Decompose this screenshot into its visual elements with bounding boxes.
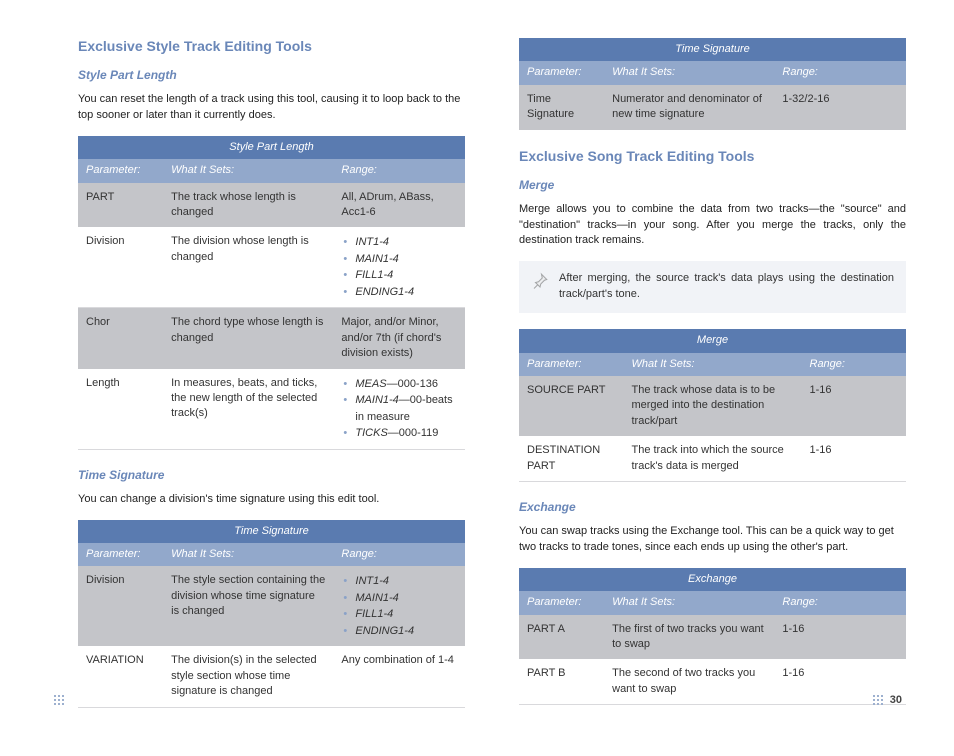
subheading-style-part-length: Style Part Length	[78, 68, 465, 82]
cell: The style section containing the divisio…	[163, 566, 333, 646]
table-time-signature: Time Signature Parameter: What It Sets: …	[78, 520, 465, 708]
cell: DESTINATION PART	[519, 436, 623, 481]
note-text: After merging, the source track's data p…	[559, 271, 894, 303]
cell: 1-16	[774, 615, 906, 660]
cell: 1-16	[802, 436, 907, 481]
bullet-list: MEAS—000-136 MAIN1-4—00-beats in measure…	[341, 376, 457, 442]
cell: Division	[78, 227, 163, 308]
paragraph: You can reset the length of a track usin…	[78, 92, 465, 124]
cell: Division	[78, 566, 163, 646]
col-header: Range:	[774, 591, 906, 614]
col-header: What It Sets:	[163, 159, 333, 182]
page-footer: 30	[0, 694, 954, 706]
table-row: Division The style section containing th…	[78, 566, 465, 646]
table-row: DESTINATION PART The track into which th…	[519, 436, 906, 481]
list-item: FILL1-4	[341, 606, 457, 623]
cell: 1-16	[802, 376, 907, 436]
list-item: ENDING1-4	[341, 284, 457, 301]
col-header: Parameter:	[519, 353, 623, 376]
cell: All, ADrum, ABass, Acc1-6	[333, 183, 465, 228]
table-row: PART A The first of two tracks you want …	[519, 615, 906, 660]
table-title: Time Signature	[519, 38, 906, 61]
right-column: Time Signature Parameter: What It Sets: …	[519, 38, 906, 726]
table-row: Division The division whose length is ch…	[78, 227, 465, 308]
page-number-value: 30	[890, 694, 902, 706]
table-title: Merge	[519, 329, 906, 352]
table-row: Chor The chord type whose length is chan…	[78, 308, 465, 369]
col-header: Parameter:	[78, 543, 163, 566]
list-item: INT1-4	[341, 234, 457, 251]
paragraph: You can swap tracks using the Exchange t…	[519, 524, 906, 556]
subheading-merge: Merge	[519, 178, 906, 192]
cell: 1-32/2-16	[774, 85, 906, 130]
paragraph: You can change a division's time signatu…	[78, 492, 465, 508]
section-heading: Exclusive Style Track Editing Tools	[78, 38, 465, 54]
col-header: Parameter:	[519, 61, 604, 84]
list-item: MAIN1-4	[341, 590, 457, 607]
bullet-list: INT1-4 MAIN1-4 FILL1-4 ENDING1-4	[341, 234, 457, 300]
col-header: What It Sets:	[623, 353, 801, 376]
table-title: Exchange	[519, 568, 906, 591]
cell: INT1-4 MAIN1-4 FILL1-4 ENDING1-4	[333, 227, 465, 308]
col-header: Parameter:	[78, 159, 163, 182]
cell: Chor	[78, 308, 163, 369]
list-item: MAIN1-4	[341, 251, 457, 268]
cell: The chord type whose length is changed	[163, 308, 333, 369]
cell: The track whose data is to be merged int…	[623, 376, 801, 436]
list-item: INT1-4	[341, 573, 457, 590]
table-time-signature-cont: Time Signature Parameter: What It Sets: …	[519, 38, 906, 130]
col-header: Range:	[802, 353, 907, 376]
table-row: SOURCE PART The track whose data is to b…	[519, 376, 906, 436]
table-row: PART The track whose length is changed A…	[78, 183, 465, 228]
cell: Numerator and denominator of new time si…	[604, 85, 774, 130]
table-row: Length In measures, beats, and ticks, th…	[78, 369, 465, 450]
list-item: ENDING1-4	[341, 623, 457, 640]
col-header: Parameter:	[519, 591, 604, 614]
pin-icon	[531, 272, 549, 290]
cell: The track into which the source track's …	[623, 436, 801, 481]
list-item: MAIN1-4—00-beats in measure	[341, 392, 457, 425]
list-item: MEAS—000-136	[341, 376, 457, 393]
col-header: What It Sets:	[163, 543, 333, 566]
list-item: FILL1-4	[341, 267, 457, 284]
subheading-time-signature: Time Signature	[78, 468, 465, 482]
cell: Major, and/or Minor, and/or 7th (if chor…	[333, 308, 465, 369]
cell: The division whose length is changed	[163, 227, 333, 308]
paragraph: Merge allows you to combine the data fro…	[519, 202, 906, 250]
table-style-part-length: Style Part Length Parameter: What It Set…	[78, 136, 465, 450]
cell: PART	[78, 183, 163, 228]
col-header: Range:	[333, 543, 465, 566]
cell: Time Signature	[519, 85, 604, 130]
cell: INT1-4 MAIN1-4 FILL1-4 ENDING1-4	[333, 566, 465, 646]
cell: In measures, beats, and ticks, the new l…	[163, 369, 333, 450]
note-box: After merging, the source track's data p…	[519, 261, 906, 313]
table-title: Time Signature	[78, 520, 465, 543]
col-header: Range:	[333, 159, 465, 182]
bullet-list: INT1-4 MAIN1-4 FILL1-4 ENDING1-4	[341, 573, 457, 639]
table-merge: Merge Parameter: What It Sets: Range: SO…	[519, 329, 906, 482]
col-header: Range:	[774, 61, 906, 84]
cell: PART A	[519, 615, 604, 660]
left-column: Exclusive Style Track Editing Tools Styl…	[78, 38, 465, 726]
section-heading: Exclusive Song Track Editing Tools	[519, 148, 906, 164]
table-row: Time Signature Numerator and denominator…	[519, 85, 906, 130]
table-title: Style Part Length	[78, 136, 465, 159]
footer-ornament-right-icon	[873, 695, 884, 706]
cell: The track whose length is changed	[163, 183, 333, 228]
subheading-exchange: Exchange	[519, 500, 906, 514]
page-number: 30	[873, 694, 902, 706]
cell: Length	[78, 369, 163, 450]
cell: MEAS—000-136 MAIN1-4—00-beats in measure…	[333, 369, 465, 450]
footer-ornament-left-icon	[54, 695, 65, 706]
table-exchange: Exchange Parameter: What It Sets: Range:…	[519, 568, 906, 705]
cell: The first of two tracks you want to swap	[604, 615, 774, 660]
cell: SOURCE PART	[519, 376, 623, 436]
list-item: TICKS—000-119	[341, 425, 457, 442]
page-columns: Exclusive Style Track Editing Tools Styl…	[0, 0, 954, 756]
col-header: What It Sets:	[604, 591, 774, 614]
col-header: What It Sets:	[604, 61, 774, 84]
